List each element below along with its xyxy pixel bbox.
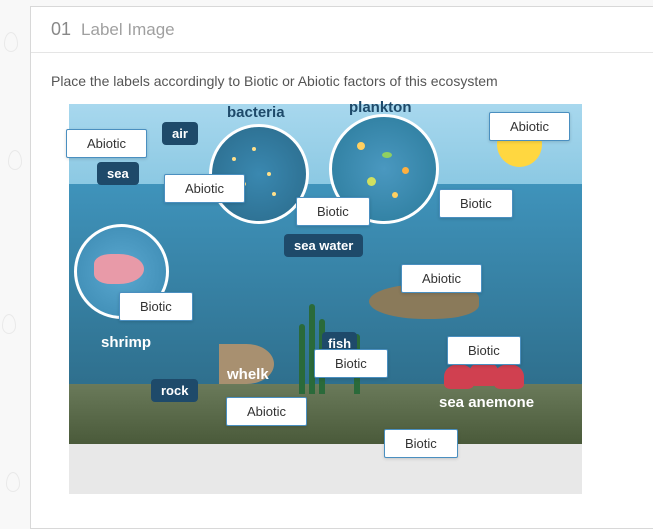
question-type: Label Image xyxy=(81,20,175,40)
draggable-label[interactable]: Biotic xyxy=(119,292,193,321)
instruction-text: Place the labels accordingly to Biotic o… xyxy=(51,73,633,89)
draggable-label[interactable]: Biotic xyxy=(296,197,370,226)
draggable-label[interactable]: Abiotic xyxy=(226,397,307,426)
diagram-caption-whelk: whelk xyxy=(227,366,269,383)
diagram-label-sea: sea xyxy=(97,162,139,185)
label-tray[interactable] xyxy=(69,444,582,494)
draggable-label[interactable]: Abiotic xyxy=(164,174,245,203)
draggable-label[interactable]: Abiotic xyxy=(401,264,482,293)
diagram-label-rock: rock xyxy=(151,379,198,402)
diagram-caption-anemone: sea anemone xyxy=(439,394,534,411)
diagram-label-air: air xyxy=(162,122,198,145)
draggable-label[interactable]: Biotic xyxy=(447,336,521,365)
diagram-caption-plankton: plankton xyxy=(349,99,412,116)
seaweed xyxy=(299,324,305,394)
question-body: Place the labels accordingly to Biotic o… xyxy=(31,53,653,494)
diagram-caption-bacteria: bacteria xyxy=(227,104,285,121)
diagram-label-seawater: sea water xyxy=(284,234,363,257)
draggable-label[interactable]: Biotic xyxy=(384,429,458,458)
diagram-caption-shrimp: shrimp xyxy=(101,334,151,351)
question-number: 01 xyxy=(51,19,71,40)
anemone-shape xyxy=(494,364,524,389)
draggable-label[interactable]: Biotic xyxy=(314,349,388,378)
question-header: 01 Label Image xyxy=(31,7,653,53)
shrimp-shape xyxy=(94,254,144,284)
draggable-label[interactable]: Abiotic xyxy=(66,129,147,158)
draggable-label[interactable]: Biotic xyxy=(439,189,513,218)
ecosystem-diagram[interactable]: air sea sea water rock fish bacteria pla… xyxy=(69,104,582,444)
draggable-label[interactable]: Abiotic xyxy=(489,112,570,141)
diagram-seafloor xyxy=(69,384,582,444)
question-container: 01 Label Image Place the labels accordin… xyxy=(30,6,653,529)
